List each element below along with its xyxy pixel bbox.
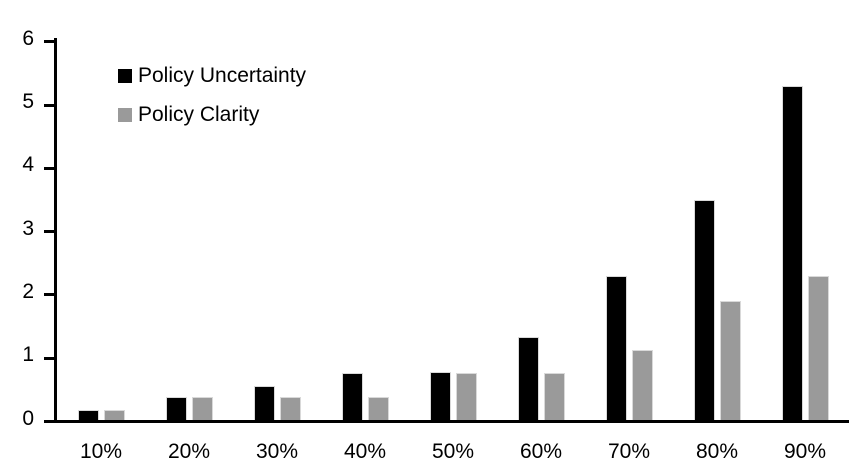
- legend-item-policy-uncertainty: Policy Uncertainty: [118, 62, 306, 90]
- y-tick: [44, 166, 57, 170]
- chart-legend: Policy Uncertainty Policy Clarity: [118, 62, 306, 140]
- y-tick-label: 1: [22, 343, 34, 367]
- y-tick: [44, 40, 57, 44]
- x-tick-label: 50%: [431, 440, 475, 463]
- bar-policy-uncertainty-20: [165, 397, 187, 422]
- legend-item-policy-clarity: Policy Clarity: [118, 101, 306, 129]
- bar-policy-clarity-70: [631, 350, 653, 422]
- bar-policy-clarity-60: [543, 373, 565, 422]
- x-tick-label: 20%: [167, 440, 211, 463]
- legend-swatch-icon: [118, 69, 132, 83]
- bar-policy-uncertainty-10: [77, 409, 99, 422]
- y-axis-line: [54, 38, 57, 423]
- y-tick-label: 0: [22, 406, 34, 430]
- legend-swatch-icon: [118, 108, 132, 122]
- bar-policy-clarity-20: [191, 397, 213, 422]
- y-tick: [44, 103, 57, 107]
- x-tick-label: 80%: [695, 440, 739, 463]
- y-tick-label: 4: [22, 153, 34, 177]
- y-tick: [44, 356, 57, 360]
- bar-policy-uncertainty-80: [693, 200, 715, 422]
- bar-policy-clarity-10: [103, 409, 125, 422]
- bar-policy-clarity-90: [807, 275, 829, 422]
- bar-policy-clarity-50: [455, 373, 477, 422]
- bar-policy-uncertainty-60: [517, 337, 539, 422]
- bar-policy-clarity-30: [279, 397, 301, 422]
- bar-policy-uncertainty-30: [253, 386, 275, 422]
- y-tick: [44, 420, 57, 423]
- bar-policy-uncertainty-90: [781, 86, 803, 422]
- x-tick-label: 70%: [607, 440, 651, 463]
- y-tick: [44, 230, 57, 234]
- x-tick-label: 10%: [79, 440, 123, 463]
- y-tick-label: 2: [22, 279, 34, 303]
- y-tick: [44, 293, 57, 297]
- x-tick-label: 90%: [783, 440, 827, 463]
- legend-label: Policy Uncertainty: [138, 64, 307, 87]
- y-tick-label: 3: [22, 216, 34, 240]
- y-tick-label: 6: [22, 26, 34, 50]
- x-tick-label: 60%: [519, 440, 563, 463]
- x-axis-line: [54, 420, 849, 423]
- bar-policy-uncertainty-50: [429, 372, 451, 422]
- bar-policy-uncertainty-70: [605, 275, 627, 422]
- legend-label: Policy Clarity: [138, 103, 260, 126]
- y-tick-label: 5: [22, 90, 34, 113]
- x-tick-label: 30%: [255, 440, 299, 463]
- bar-policy-clarity-80: [719, 301, 741, 422]
- bar-policy-uncertainty-40: [341, 373, 363, 422]
- x-tick-label: 40%: [343, 440, 387, 463]
- bar-policy-clarity-40: [367, 397, 389, 422]
